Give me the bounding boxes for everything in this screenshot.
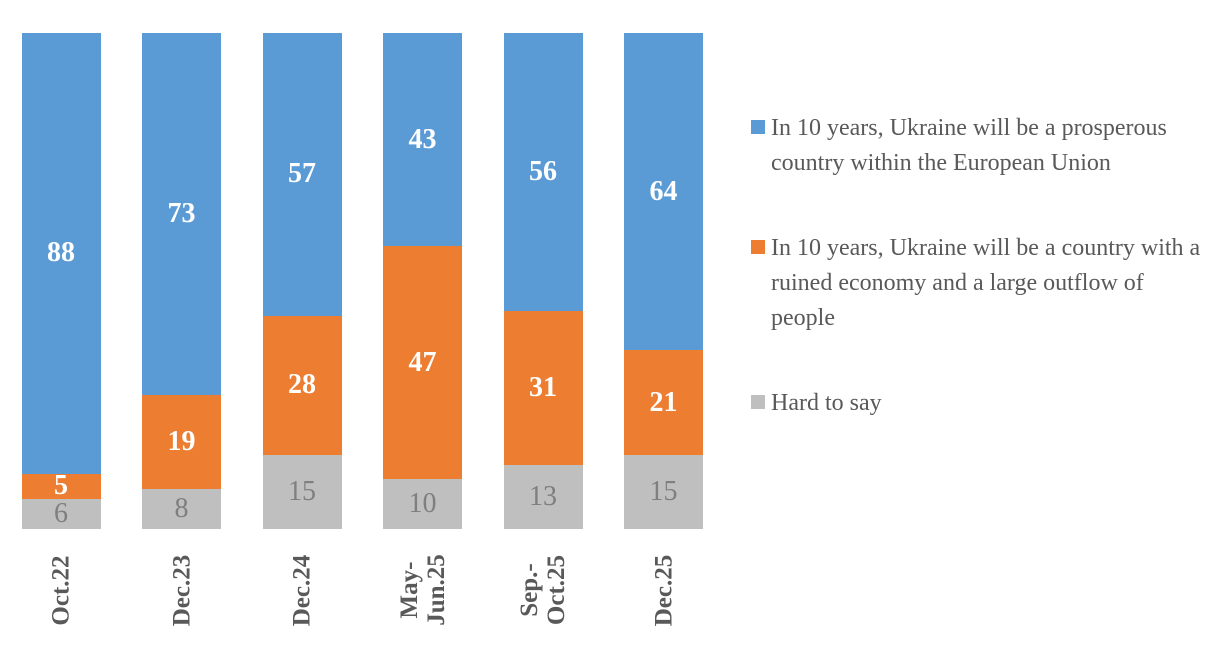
x-axis-label: Dec.24 bbox=[288, 554, 316, 626]
bar-column-4: 43 47 10 bbox=[383, 33, 462, 529]
data-label: 21 bbox=[649, 386, 678, 418]
bar-segment: 73 bbox=[142, 33, 221, 396]
legend-swatch-blue-icon bbox=[751, 120, 765, 134]
x-axis-label: Dec.25 bbox=[650, 554, 677, 626]
data-label: 47 bbox=[408, 346, 437, 378]
bar-segment: 88 bbox=[21, 33, 101, 474]
legend-item-hard-to-say: Hard to say bbox=[751, 386, 1201, 421]
legend: In 10 years, Ukraine will be a prosperou… bbox=[751, 111, 1201, 471]
bar-segment: 56 bbox=[503, 33, 583, 311]
data-label: 57 bbox=[288, 158, 316, 190]
bar-column-2: 73 19 8 bbox=[142, 33, 221, 529]
bar-segment: 10 bbox=[383, 479, 462, 529]
data-label: 31 bbox=[529, 371, 557, 403]
x-axis-label: Dec.23 bbox=[168, 554, 195, 626]
data-label: 5 bbox=[54, 470, 68, 502]
data-label: 73 bbox=[167, 198, 196, 230]
bar-segment: 57 bbox=[262, 33, 342, 316]
legend-label-ruined-economy: In 10 years, Ukraine will be a country w… bbox=[771, 235, 1201, 331]
data-label: 13 bbox=[529, 480, 557, 512]
bar-segment: 21 bbox=[624, 350, 703, 455]
bar-column-5: 56 31 13 bbox=[503, 33, 583, 529]
data-label: 88 bbox=[47, 237, 75, 269]
bar-segment: 13 bbox=[503, 464, 583, 529]
bar-segment: 47 bbox=[383, 246, 462, 480]
legend-item-prosperous-eu: In 10 years, Ukraine will be a prosperou… bbox=[751, 111, 1201, 181]
data-label: 15 bbox=[649, 475, 678, 507]
legend-swatch-orange-icon bbox=[751, 240, 765, 254]
bar-segment: 64 bbox=[624, 33, 703, 351]
x-axis-label: Oct.22 bbox=[47, 554, 75, 626]
bar-segment: 8 bbox=[142, 489, 221, 529]
legend-label-hard-to-say: Hard to say bbox=[771, 390, 882, 416]
x-axis-label: Sep.- Oct.25 bbox=[516, 554, 570, 626]
bar-segment: 19 bbox=[142, 395, 221, 490]
data-label: 8 bbox=[174, 493, 189, 525]
bar-segment: 28 bbox=[262, 315, 342, 455]
data-label: 56 bbox=[529, 155, 557, 187]
bar-column-1: 88 5 6 bbox=[21, 33, 101, 529]
data-label: 28 bbox=[288, 369, 316, 401]
data-label: 43 bbox=[408, 123, 437, 155]
bar-segment: 15 bbox=[262, 454, 342, 529]
data-label: 10 bbox=[408, 488, 437, 520]
legend-item-ruined-economy: In 10 years, Ukraine will be a country w… bbox=[751, 231, 1201, 336]
legend-swatch-gray-icon bbox=[751, 395, 765, 409]
data-label: 15 bbox=[288, 475, 316, 507]
data-label: 6 bbox=[54, 497, 68, 529]
bar-column-3: 57 28 15 bbox=[262, 33, 342, 529]
x-axis-label: May- Jun.25 bbox=[395, 554, 450, 626]
bar-segment: 31 bbox=[503, 310, 583, 465]
bar-segment: 6 bbox=[21, 497, 101, 529]
bar-segment: 15 bbox=[624, 454, 703, 529]
legend-label-prosperous-eu: In 10 years, Ukraine will be a prosperou… bbox=[771, 115, 1167, 176]
bar-column-6: 64 21 15 bbox=[624, 33, 703, 529]
bar-segment: 5 bbox=[21, 470, 101, 502]
bar-segment: 43 bbox=[383, 33, 462, 247]
data-label: 64 bbox=[649, 175, 678, 207]
data-label: 19 bbox=[167, 426, 196, 458]
